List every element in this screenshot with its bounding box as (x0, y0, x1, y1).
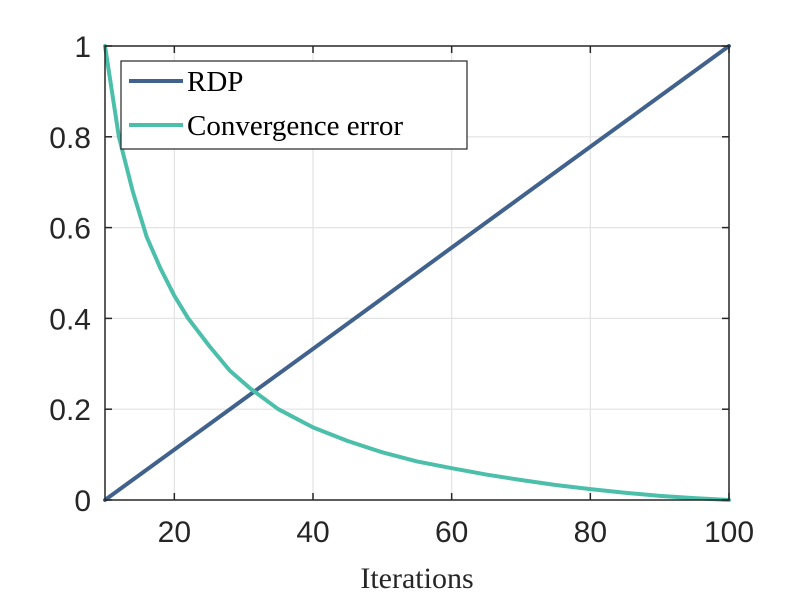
legend-label: RDP (187, 66, 243, 98)
x-axis-title: Iterations (360, 562, 473, 595)
x-tick-label: 40 (296, 516, 329, 549)
y-tick-label: 0 (74, 485, 91, 518)
y-tick-label: 0.8 (49, 122, 91, 155)
x-tick-label: 20 (158, 516, 191, 549)
y-tick-label: 1 (74, 31, 91, 64)
tick-labels: 20 40 60 80 100 0 0.2 0.4 0.6 0.8 1 (49, 31, 754, 549)
y-tick-label: 0.6 (49, 213, 91, 246)
legend: RDP Convergence error (120, 60, 468, 150)
y-tick-label: 0.2 (49, 394, 91, 427)
legend-label: Convergence error (187, 110, 403, 142)
axis-ticks (105, 45, 730, 501)
x-tick-label: 100 (704, 516, 754, 549)
series-line-rdp (103, 44, 731, 502)
x-tick-label: 60 (435, 516, 468, 549)
x-tick-label: 80 (574, 516, 607, 549)
legend-box (120, 60, 468, 150)
plot-area-frame (104, 45, 730, 501)
y-tick-label: 0.4 (49, 303, 91, 336)
series-layer (103, 44, 731, 502)
series-line-convergence-error (103, 44, 731, 502)
